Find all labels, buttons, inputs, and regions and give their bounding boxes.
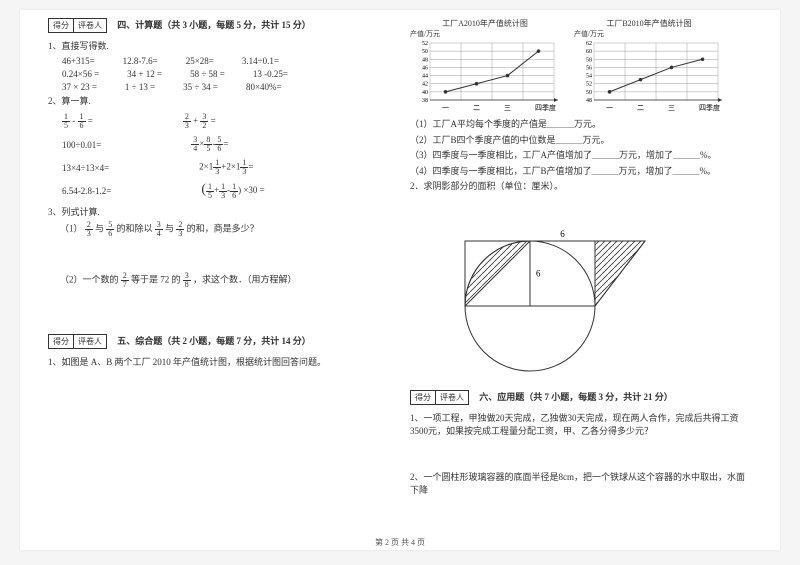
svg-text:50: 50	[586, 90, 592, 96]
eq-row-2: 0.24×56 = 34 + 12 = 58 ÷ 58 = 13 -0.25=	[62, 69, 390, 79]
eq: 25×28=	[186, 56, 214, 66]
scorebox-4: 得分 评卷人	[48, 18, 107, 33]
rq-2: （2）工厂B四个季度产值的中位数是＿＿＿万元。	[410, 134, 752, 147]
svg-text:一: 一	[442, 104, 449, 112]
rq-q2: 2．求阴影部分的面积（单位：厘米）。	[410, 180, 752, 193]
eq-row-1: 46+315= 12.8-7.6= 25×28= 3.14÷0.1=	[62, 56, 390, 66]
chart-b: 工厂B2010年产值统计图 产值/万元 48 50 52 54 56 58 60 62 一 二 三 四…	[574, 18, 724, 114]
grader-cell: 评卷人	[436, 391, 468, 404]
chart-b-svg: 48 50 52 54 56 58 60 62 一 二 三 四季度	[574, 39, 724, 114]
frac-expr: 34×85-56=	[191, 136, 228, 153]
frac-row-4: 6.54-2.8-1.2= (15+13-16) ×30 =	[62, 182, 390, 199]
section5-title: 五、综合题（共 2 小题，每题 7 分，共计 14 分）	[117, 336, 311, 346]
eq: 100÷0.01=	[62, 140, 101, 150]
svg-text:52: 52	[422, 41, 428, 47]
svg-text:62: 62	[586, 41, 592, 47]
svg-text:52: 52	[586, 82, 592, 88]
q2-label: 2、算一算.	[48, 95, 390, 108]
section4-title: 四、计算题（共 3 小题，每题 5 分，共计 15 分）	[117, 20, 311, 30]
svg-text:44: 44	[422, 74, 428, 80]
page-footer: 第 2 页 共 4 页	[375, 537, 425, 548]
scorebox-5: 得分 评卷人	[48, 334, 107, 349]
eq: 46+315=	[62, 56, 95, 66]
rq-4: （4）四季度与一季度相比，工厂B产值增加了＿＿＿万元，增加了＿＿＿%。	[410, 165, 752, 178]
svg-text:54: 54	[586, 74, 592, 80]
score-cell: 得分	[49, 19, 74, 32]
svg-text:46: 46	[422, 65, 428, 71]
svg-text:6: 6	[536, 268, 541, 278]
eq: 12.8-7.6=	[123, 56, 158, 66]
q3-2: （2）一个数的 27 等于是 72 的 38 ，求这个数．（用方程解）	[60, 272, 390, 289]
svg-text:42: 42	[422, 82, 428, 88]
rq-1: （1）工厂A平均每个季度的产值是＿＿＿万元。	[410, 118, 752, 131]
svg-text:四: 四	[535, 104, 542, 112]
q1-label: 1、直接写得数.	[48, 40, 390, 53]
eq: 0.24×56 =	[62, 69, 99, 79]
svg-text:一: 一	[606, 104, 613, 112]
svg-text:季度: 季度	[542, 103, 556, 112]
s5-q1: 1、如图是 A、B 两个工厂 2010 年产值统计图，根据统计图回答问题。	[48, 356, 390, 369]
frac-row-3: 13×4÷13×4= 2×113+2×113=	[62, 159, 390, 176]
frac-row-1: 15 - 16 = 23 + 32 =	[62, 113, 390, 130]
eq: 13 -0.25=	[253, 69, 288, 79]
chart-b-ylabel: 产值/万元	[574, 29, 724, 39]
svg-text:6: 6	[560, 229, 565, 239]
grader-cell: 评卷人	[74, 19, 106, 32]
eq: 35 ÷ 34 =	[183, 82, 218, 92]
eq: 37 × 23 =	[62, 82, 97, 92]
svg-text:50: 50	[422, 49, 428, 55]
frac-expr: 2×113+2×113=	[199, 159, 253, 176]
svg-text:60: 60	[586, 49, 592, 55]
frac-expr: (15+13-16) ×30 =	[201, 182, 264, 199]
svg-text:三: 三	[668, 104, 675, 112]
scorebox-6: 得分 评卷人	[410, 390, 469, 405]
eq: 1 ÷ 13 =	[125, 82, 155, 92]
section6-title: 六、应用题（共 7 小题，每题 3 分，共计 21 分）	[479, 392, 673, 402]
svg-text:二: 二	[637, 104, 644, 112]
svg-text:季度: 季度	[706, 103, 720, 112]
eq-row-3: 37 × 23 = 1 ÷ 13 = 35 ÷ 34 = 80×40%=	[62, 82, 390, 92]
svg-text:48: 48	[586, 98, 592, 104]
svg-text:48: 48	[422, 57, 428, 63]
eq: 13×4÷13×4=	[62, 163, 109, 173]
q3-label: 3、列式计算.	[48, 206, 390, 219]
svg-text:58: 58	[586, 57, 592, 63]
grader-cell: 评卷人	[74, 335, 106, 348]
svg-text:38: 38	[422, 98, 428, 104]
eq: 58 ÷ 58 =	[190, 69, 225, 79]
svg-text:二: 二	[473, 104, 480, 112]
s6-q2: 2、一个圆柱形玻璃容器的底面半径是8cm，把一个铁球从这个容器的水中取出，水面下…	[410, 471, 752, 496]
eq: 3.14÷0.1=	[242, 56, 279, 66]
frac-expr: 23 + 32 =	[183, 113, 216, 130]
chart-b-title: 工厂B2010年产值统计图	[574, 18, 724, 29]
svg-text:四: 四	[699, 104, 706, 112]
chart-a-title: 工厂A2010年产值统计图	[410, 18, 560, 29]
eq: 6.54-2.8-1.2=	[62, 186, 111, 196]
frac-expr: 15 - 16 =	[62, 113, 93, 130]
svg-text:40: 40	[422, 90, 428, 96]
chart-a-ylabel: 产值/万元	[410, 29, 560, 39]
svg-text:三: 三	[504, 104, 511, 112]
eq: 80×40%=	[246, 82, 282, 92]
q3-1: （1） 23 与 56 的和除以 34 与 23 的和，商是多少？	[60, 221, 390, 238]
frac-row-2: 100÷0.01= 34×85-56=	[62, 136, 390, 153]
score-cell: 得分	[49, 335, 74, 348]
svg-text:56: 56	[586, 65, 592, 71]
circle-figure: 66	[410, 196, 670, 376]
rq-3: （3）四季度与一季度相比，工厂A产值增加了＿＿＿万元，增加了＿＿＿%。	[410, 149, 752, 162]
score-cell: 得分	[411, 391, 436, 404]
eq: 34 + 12 =	[127, 69, 162, 79]
chart-a: 工厂A2010年产值统计图 产值/万元 38 40 42 44 46 48 50 52 一 二 三 四…	[410, 18, 560, 114]
chart-a-svg: 38 40 42 44 46 48 50 52 一 二 三 四季度	[410, 39, 560, 114]
s6-q1: 1、一项工程，甲独做20天完成，乙独做30天完成，现在两人合作，完成后共得工资3…	[410, 412, 752, 437]
